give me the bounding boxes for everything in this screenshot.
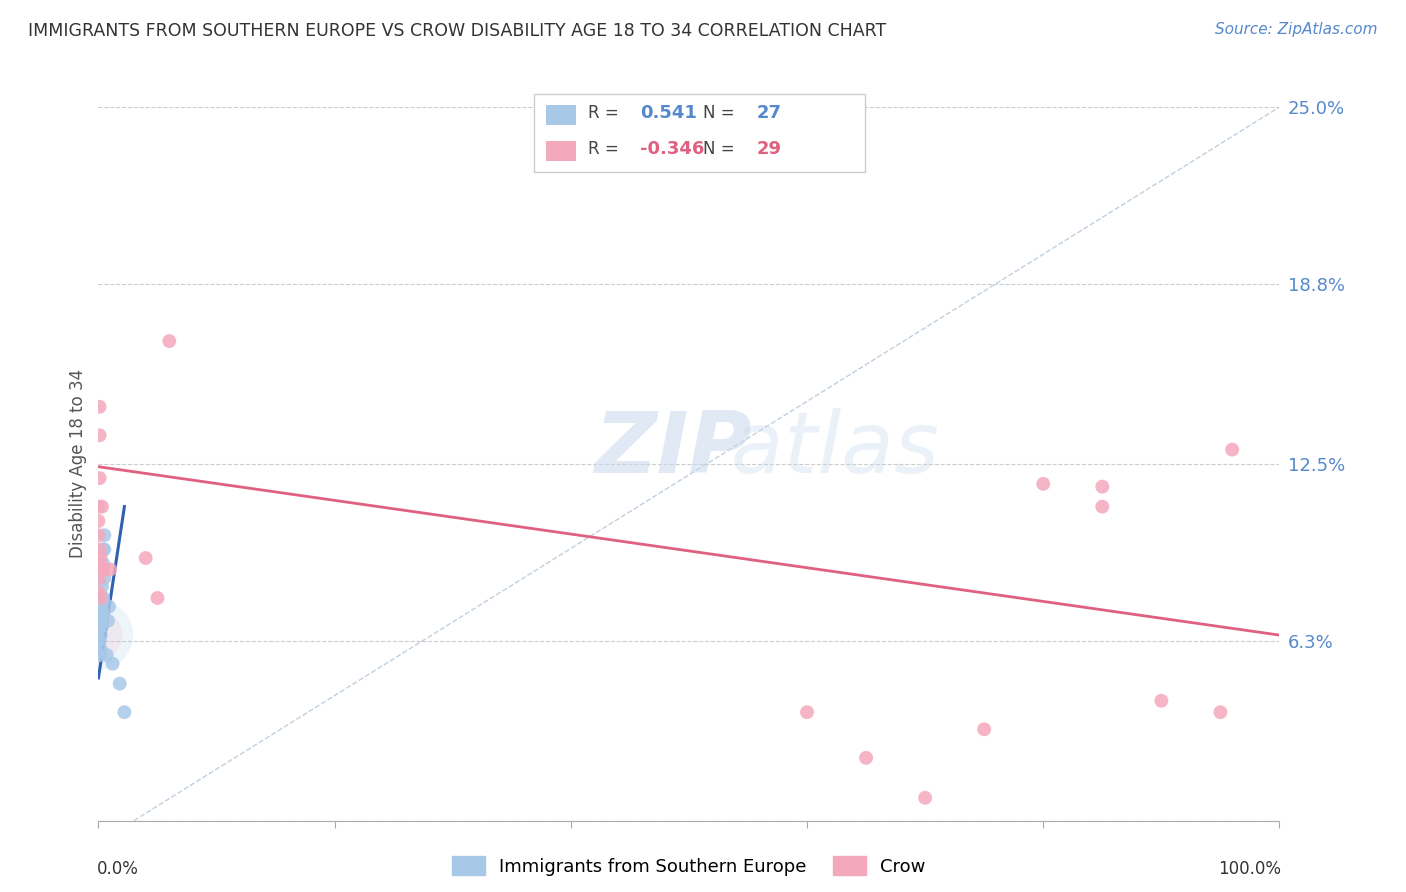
Point: [87, 500, 110, 514]
Point: [89, 542, 111, 557]
Text: R =: R =: [588, 104, 624, 122]
Point: [93, 528, 115, 542]
Point: [89, 608, 111, 623]
Point: [135, 551, 157, 566]
Point: [973, 723, 995, 737]
Text: 27: 27: [756, 104, 782, 122]
Point: [87, 619, 110, 633]
Text: 29: 29: [756, 140, 782, 158]
Point: [89, 428, 111, 442]
Point: [914, 790, 936, 805]
Point: [96, 648, 118, 662]
Point: [90, 551, 112, 566]
Point: [97, 614, 120, 628]
Point: [90, 614, 112, 628]
Point: [89, 633, 111, 648]
Text: IMMIGRANTS FROM SOUTHERN EUROPE VS CROW DISABILITY AGE 18 TO 34 CORRELATION CHAR: IMMIGRANTS FROM SOUTHERN EUROPE VS CROW …: [28, 22, 886, 40]
Point: [89, 619, 111, 633]
Point: [93, 571, 115, 585]
Point: [89, 648, 111, 662]
Text: ZIP: ZIP: [595, 408, 752, 491]
Point: [89, 571, 111, 585]
Text: N =: N =: [703, 140, 740, 158]
Point: [87, 585, 110, 599]
Point: [146, 591, 169, 605]
Point: [91, 557, 114, 571]
Point: [91, 608, 114, 623]
Point: [1091, 480, 1114, 494]
Point: [157, 334, 180, 348]
Text: Source: ZipAtlas.com: Source: ZipAtlas.com: [1215, 22, 1378, 37]
Point: [87, 557, 110, 571]
Text: 100.0%: 100.0%: [1218, 860, 1281, 878]
Point: [89, 400, 111, 414]
Point: [1209, 705, 1232, 719]
Point: [87, 628, 110, 642]
Text: N =: N =: [703, 104, 740, 122]
Point: [112, 705, 135, 719]
Point: [1091, 500, 1114, 514]
Point: [796, 705, 818, 719]
Point: [91, 619, 114, 633]
Point: [90, 628, 112, 642]
Point: [91, 580, 114, 594]
Point: [87, 514, 110, 528]
Text: 0.0%: 0.0%: [97, 860, 139, 878]
Point: [91, 500, 114, 514]
Point: [91, 562, 114, 576]
Point: [98, 562, 121, 576]
Point: [93, 542, 115, 557]
Point: [91, 591, 114, 605]
Point: [87, 528, 110, 542]
Y-axis label: Disability Age 18 to 34: Disability Age 18 to 34: [69, 369, 87, 558]
Point: [1150, 694, 1173, 708]
Point: [101, 657, 124, 671]
Point: [1220, 442, 1243, 457]
Point: [108, 676, 131, 690]
Point: [89, 471, 111, 485]
Text: atlas: atlas: [595, 408, 939, 491]
Point: [855, 751, 877, 765]
Point: [91, 605, 114, 619]
Point: [91, 542, 114, 557]
Point: [98, 599, 121, 614]
Point: [90, 642, 112, 657]
Point: [90, 591, 112, 605]
Point: [1032, 476, 1054, 491]
Point: [90, 599, 112, 614]
Text: -0.346: -0.346: [640, 140, 704, 158]
Point: [90, 562, 112, 576]
Legend: Immigrants from Southern Europe, Crow: Immigrants from Southern Europe, Crow: [444, 849, 934, 883]
Point: [87, 633, 110, 648]
Point: [91, 591, 114, 605]
Point: [87, 628, 110, 642]
Text: R =: R =: [588, 140, 624, 158]
Text: 0.541: 0.541: [640, 104, 696, 122]
